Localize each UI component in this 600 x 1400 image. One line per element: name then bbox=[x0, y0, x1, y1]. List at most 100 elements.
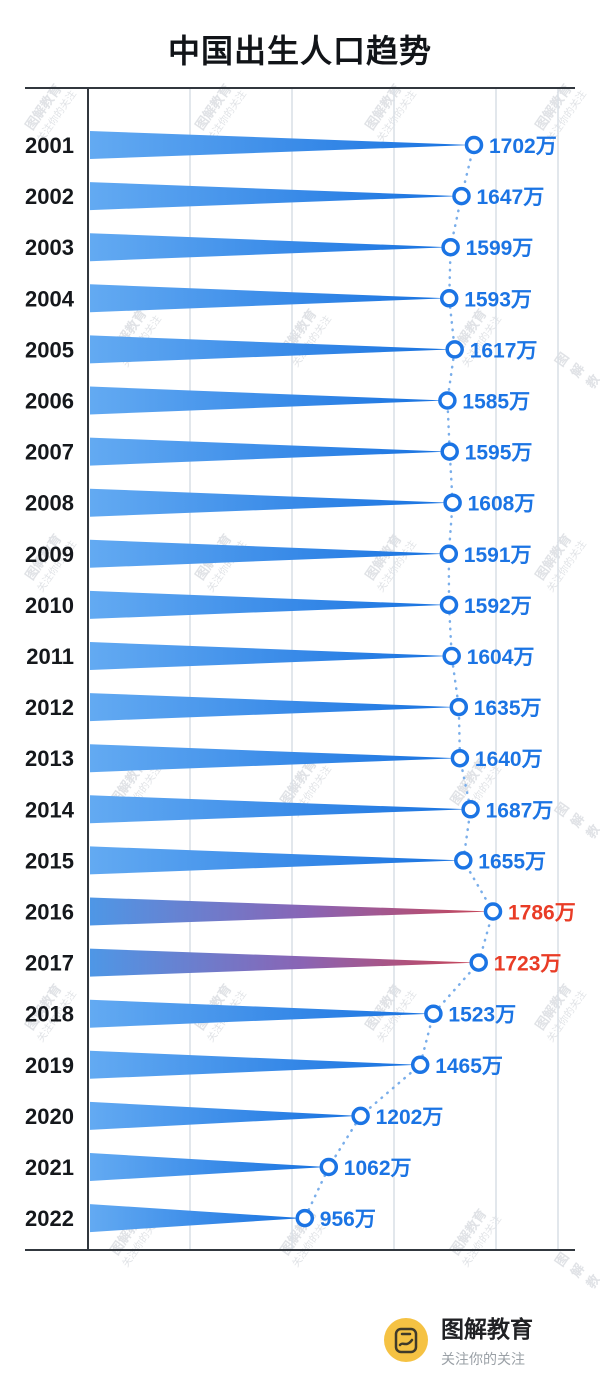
value-label-2018: 1523万 bbox=[448, 1004, 516, 1027]
bar-2006 bbox=[90, 386, 446, 415]
value-label-2001: 1702万 bbox=[489, 135, 557, 158]
marker-2020 bbox=[351, 1106, 370, 1126]
bar-2003 bbox=[90, 233, 449, 262]
marker-2002 bbox=[452, 186, 471, 206]
year-label-2002: 2002 bbox=[25, 184, 74, 209]
logo-stroke-wave bbox=[398, 1338, 414, 1346]
bar-2015 bbox=[90, 846, 462, 875]
bar-2022 bbox=[90, 1204, 303, 1233]
value-label-2022: 956万 bbox=[320, 1208, 376, 1231]
bar-2019 bbox=[90, 1050, 419, 1079]
marker-2008 bbox=[443, 493, 462, 512]
year-label-2019: 2019 bbox=[25, 1053, 74, 1078]
marker-2005 bbox=[445, 340, 464, 359]
brand-footer: 图解教育 关注你的关注 bbox=[383, 1310, 533, 1369]
bar-2008 bbox=[90, 488, 451, 517]
marker-2007 bbox=[440, 442, 459, 461]
marker-2016 bbox=[483, 902, 503, 921]
brand-text-block: 图解教育 关注你的关注 bbox=[441, 1310, 533, 1369]
value-label-2008: 1608万 bbox=[468, 493, 536, 516]
year-label-2003: 2003 bbox=[25, 235, 74, 260]
bar-2013 bbox=[90, 744, 458, 773]
marker-2021 bbox=[319, 1157, 339, 1177]
chart-title: 中国出生人口趋势 bbox=[167, 33, 432, 69]
value-label-2012: 1635万 bbox=[474, 697, 542, 720]
value-label-2020: 1202万 bbox=[376, 1106, 444, 1129]
brand-logo-icon bbox=[384, 1317, 428, 1362]
year-label-2013: 2013 bbox=[25, 746, 74, 771]
value-label-2003: 1599万 bbox=[466, 237, 534, 260]
bar-2009 bbox=[90, 539, 447, 568]
year-label-2017: 2017 bbox=[25, 951, 74, 976]
year-label-2005: 2005 bbox=[25, 337, 74, 362]
value-label-2007: 1595万 bbox=[465, 442, 533, 465]
year-label-2015: 2015 bbox=[25, 848, 74, 873]
marker-2013 bbox=[450, 748, 470, 768]
logo-frame bbox=[394, 1327, 418, 1353]
year-label-2020: 2020 bbox=[25, 1104, 74, 1129]
value-label-2009: 1591万 bbox=[464, 544, 532, 567]
marker-2022 bbox=[295, 1208, 315, 1228]
brand-name: 图解教育 bbox=[441, 1316, 533, 1342]
year-label-2009: 2009 bbox=[25, 542, 74, 567]
marker-2017 bbox=[469, 953, 488, 972]
bar-2011 bbox=[90, 642, 450, 670]
bar-2021 bbox=[90, 1153, 327, 1181]
marker-2003 bbox=[441, 237, 460, 257]
bar-2005 bbox=[90, 335, 453, 364]
marker-2009 bbox=[439, 544, 459, 564]
marker-2006 bbox=[438, 391, 457, 410]
year-label-2022: 2022 bbox=[25, 1206, 74, 1231]
logo-circle bbox=[384, 1317, 428, 1362]
year-label-2001: 2001 bbox=[25, 133, 74, 158]
value-label-2004: 1593万 bbox=[464, 288, 532, 311]
value-label-2011: 1604万 bbox=[467, 646, 535, 669]
year-label-2016: 2016 bbox=[25, 900, 74, 925]
bar-2010 bbox=[90, 590, 447, 619]
value-label-2015: 1655万 bbox=[478, 850, 546, 873]
value-label-2006: 1585万 bbox=[462, 391, 530, 414]
year-label-2014: 2014 bbox=[25, 797, 75, 822]
marker-2011 bbox=[442, 646, 461, 666]
year-label-2007: 2007 bbox=[25, 440, 74, 465]
trend-connector-line bbox=[303, 143, 495, 1220]
marker-2004 bbox=[439, 289, 459, 308]
value-label-2014: 1687万 bbox=[486, 799, 554, 822]
value-label-2010: 1592万 bbox=[464, 595, 532, 618]
year-label-2010: 2010 bbox=[25, 593, 74, 618]
value-label-2016: 1786万 bbox=[508, 902, 576, 925]
marker-2014 bbox=[461, 800, 480, 819]
year-label-2008: 2008 bbox=[25, 491, 74, 516]
value-label-2005: 1617万 bbox=[470, 339, 538, 362]
marker-2001 bbox=[464, 135, 484, 155]
marker-2012 bbox=[449, 697, 469, 717]
bar-2017 bbox=[90, 948, 477, 977]
year-label-2006: 2006 bbox=[25, 389, 74, 414]
bar-2020 bbox=[90, 1101, 359, 1130]
year-label-2012: 2012 bbox=[25, 695, 74, 720]
year-label-2011: 2011 bbox=[26, 644, 74, 669]
bar-2001 bbox=[90, 131, 472, 159]
value-label-2019: 1465万 bbox=[435, 1055, 503, 1078]
bar-2016 bbox=[90, 897, 491, 926]
bar-2002 bbox=[90, 182, 460, 211]
value-label-2017: 1723万 bbox=[494, 953, 562, 976]
bar-2018 bbox=[90, 999, 432, 1028]
year-label-2021: 2021 bbox=[25, 1155, 74, 1180]
marker-2018 bbox=[424, 1004, 443, 1023]
marker-2019 bbox=[410, 1055, 430, 1075]
marker-2015 bbox=[454, 851, 473, 870]
brand-tagline: 关注你的关注 bbox=[441, 1351, 525, 1367]
marker-2010 bbox=[439, 595, 459, 615]
year-label-2018: 2018 bbox=[25, 1002, 74, 1027]
bar-2014 bbox=[90, 795, 469, 824]
value-label-2002: 1647万 bbox=[477, 186, 545, 209]
bar-2004 bbox=[90, 284, 448, 313]
bar-2012 bbox=[90, 693, 457, 722]
value-label-2013: 1640万 bbox=[475, 748, 543, 771]
year-label-2004: 2004 bbox=[25, 286, 75, 311]
value-label-2021: 1062万 bbox=[344, 1157, 412, 1180]
bar-2007 bbox=[90, 437, 448, 466]
